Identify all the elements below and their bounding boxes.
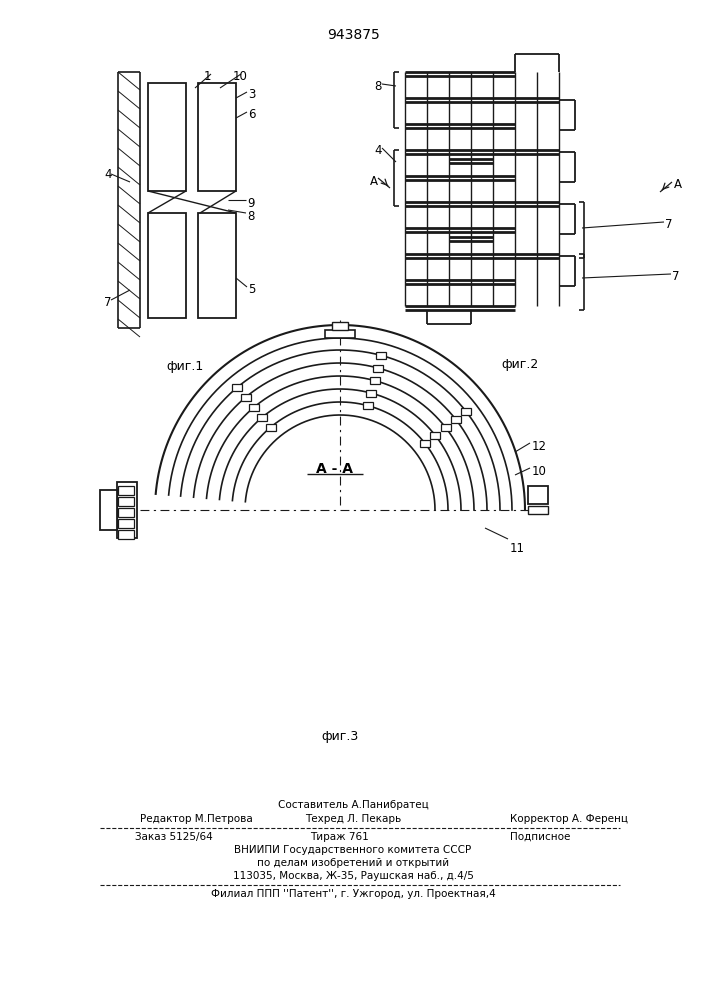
Text: A: A bbox=[674, 178, 682, 191]
Text: 113035, Москва, Ж-35, Раушская наб., д.4/5: 113035, Москва, Ж-35, Раушская наб., д.4… bbox=[233, 871, 474, 881]
Text: Филиал ППП ''Патент'', г. Ужгород, ул. Проектная,4: Филиал ППП ''Патент'', г. Ужгород, ул. П… bbox=[211, 889, 496, 899]
Bar bbox=[431, 432, 440, 439]
Text: 10: 10 bbox=[233, 70, 248, 83]
Bar bbox=[249, 404, 259, 411]
Text: 8: 8 bbox=[374, 80, 381, 93]
Bar bbox=[118, 519, 134, 528]
Bar bbox=[366, 390, 376, 397]
Text: 9: 9 bbox=[247, 197, 255, 210]
Bar bbox=[198, 83, 236, 191]
Text: 3: 3 bbox=[248, 88, 255, 101]
Text: 4: 4 bbox=[104, 168, 112, 181]
Bar bbox=[376, 352, 387, 359]
Text: 4: 4 bbox=[374, 144, 382, 157]
Bar bbox=[461, 408, 471, 415]
Bar bbox=[528, 486, 548, 504]
Text: Составитель А.Панибратец: Составитель А.Панибратец bbox=[278, 800, 428, 810]
Bar bbox=[332, 322, 348, 330]
Bar bbox=[148, 83, 186, 191]
Text: A: A bbox=[370, 175, 378, 188]
Bar bbox=[528, 506, 548, 514]
Bar bbox=[198, 213, 236, 318]
Text: фиг.2: фиг.2 bbox=[501, 358, 539, 371]
Bar bbox=[266, 424, 276, 431]
Text: 7: 7 bbox=[665, 218, 672, 231]
Bar bbox=[100, 490, 117, 530]
Text: 10: 10 bbox=[532, 465, 547, 478]
Bar bbox=[118, 508, 134, 517]
Text: 1: 1 bbox=[204, 70, 211, 83]
Text: 943875: 943875 bbox=[327, 28, 380, 42]
Text: фиг.3: фиг.3 bbox=[322, 730, 358, 743]
Text: Корректор А. Ференц: Корректор А. Ференц bbox=[510, 814, 628, 824]
Bar bbox=[148, 213, 186, 318]
Bar bbox=[325, 330, 355, 338]
Bar bbox=[240, 394, 250, 401]
Bar bbox=[451, 416, 461, 423]
Bar bbox=[257, 414, 267, 421]
Text: 8: 8 bbox=[247, 210, 255, 223]
Text: Техред Л. Пекарь: Техред Л. Пекарь bbox=[305, 814, 402, 824]
Text: 5: 5 bbox=[248, 283, 255, 296]
Bar bbox=[232, 384, 243, 391]
Bar bbox=[373, 365, 383, 372]
Text: 7: 7 bbox=[672, 270, 679, 283]
Bar bbox=[118, 497, 134, 506]
Text: 7: 7 bbox=[104, 296, 112, 309]
Bar bbox=[363, 402, 373, 409]
Text: 11: 11 bbox=[510, 542, 525, 555]
Bar bbox=[420, 440, 430, 447]
Text: ВНИИПИ Государственного комитета СССР: ВНИИПИ Государственного комитета СССР bbox=[235, 845, 472, 855]
Text: Редактор М.Петрова: Редактор М.Петрова bbox=[140, 814, 252, 824]
Text: A - A: A - A bbox=[317, 462, 354, 476]
Bar bbox=[117, 482, 137, 538]
Text: 6: 6 bbox=[248, 108, 255, 121]
Text: по делам изобретений и открытий: по делам изобретений и открытий bbox=[257, 858, 449, 868]
Bar bbox=[440, 424, 450, 431]
Bar bbox=[118, 486, 134, 495]
Text: фиг.1: фиг.1 bbox=[166, 360, 204, 373]
Text: Подписное: Подписное bbox=[510, 832, 571, 842]
Text: 12: 12 bbox=[532, 440, 547, 453]
Bar bbox=[370, 377, 380, 384]
Text: Заказ 5125/64: Заказ 5125/64 bbox=[135, 832, 213, 842]
Bar bbox=[118, 530, 134, 539]
Text: Тираж 761: Тираж 761 bbox=[310, 832, 369, 842]
